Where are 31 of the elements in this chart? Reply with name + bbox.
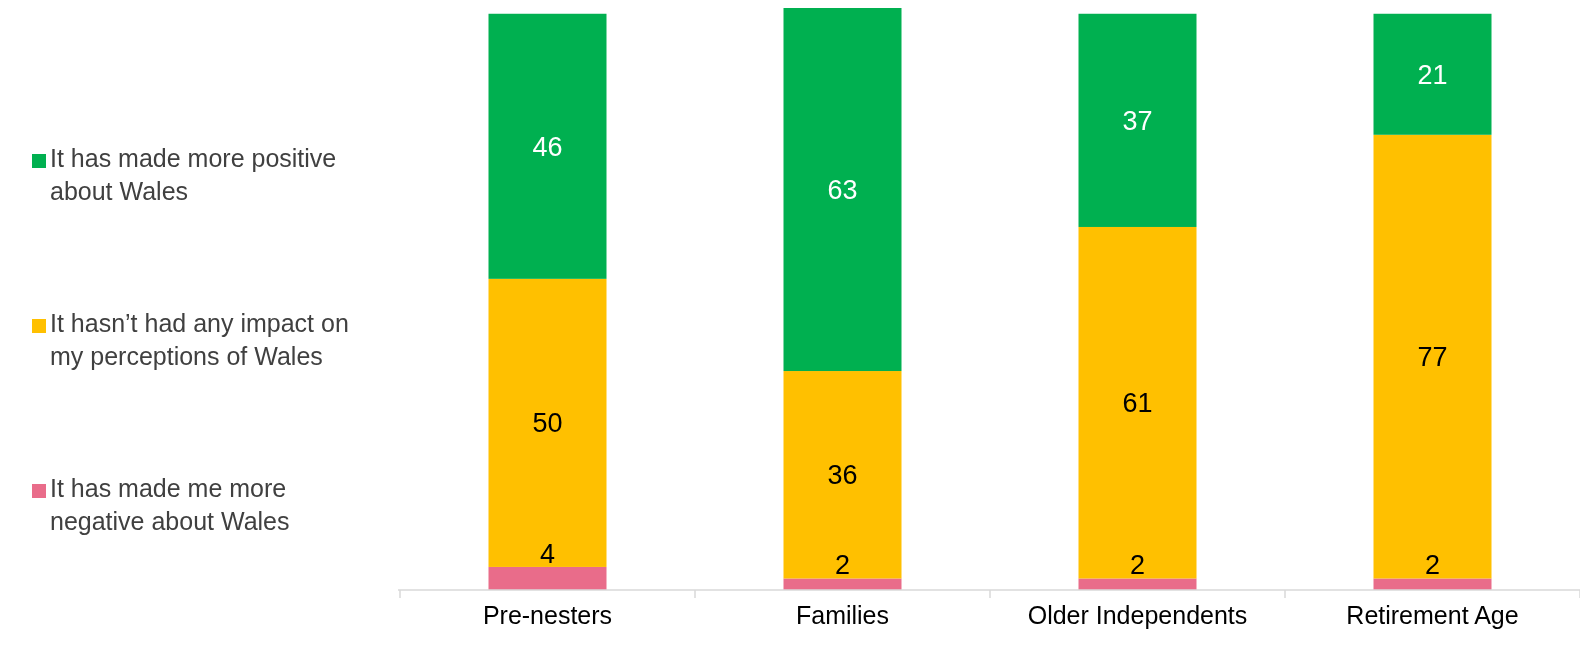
- legend-label: It has made more positive about Wales: [50, 144, 337, 205]
- data-label: 21: [1417, 59, 1448, 90]
- bar: [1078, 578, 1197, 590]
- data-label: 36: [827, 460, 858, 491]
- bar: [783, 578, 902, 590]
- data-label: 2: [834, 550, 851, 581]
- bar: [1373, 578, 1492, 590]
- data-label: 61: [1122, 388, 1153, 419]
- bar: [783, 371, 902, 579]
- bar: [1373, 13, 1492, 135]
- data-label: 37: [1122, 105, 1153, 136]
- legend-label: It has made me more negative about Wales: [50, 474, 290, 535]
- data-label: 77: [1417, 342, 1448, 373]
- bar: [1078, 226, 1197, 579]
- data-label: 2: [1129, 550, 1146, 581]
- data-label: 2: [1424, 550, 1441, 581]
- bar: [488, 278, 607, 567]
- data-label: 4: [539, 538, 556, 569]
- bar: [488, 13, 607, 279]
- bar: [783, 8, 902, 372]
- x-tick-label: Families: [795, 601, 890, 629]
- bar: [488, 566, 607, 590]
- data-label: 50: [532, 408, 563, 439]
- x-tick-label: Pre-nesters: [482, 601, 613, 629]
- x-tick-label: Retirement Age: [1346, 601, 1519, 629]
- x-tick-label: Older Independents: [1027, 601, 1248, 629]
- legend-label: It hasn’t had any impact on my perceptions of Wales: [50, 309, 349, 370]
- bar: [1078, 13, 1197, 227]
- bar: [1373, 134, 1492, 579]
- data-label: 46: [532, 131, 563, 162]
- data-label: 63: [827, 174, 858, 205]
